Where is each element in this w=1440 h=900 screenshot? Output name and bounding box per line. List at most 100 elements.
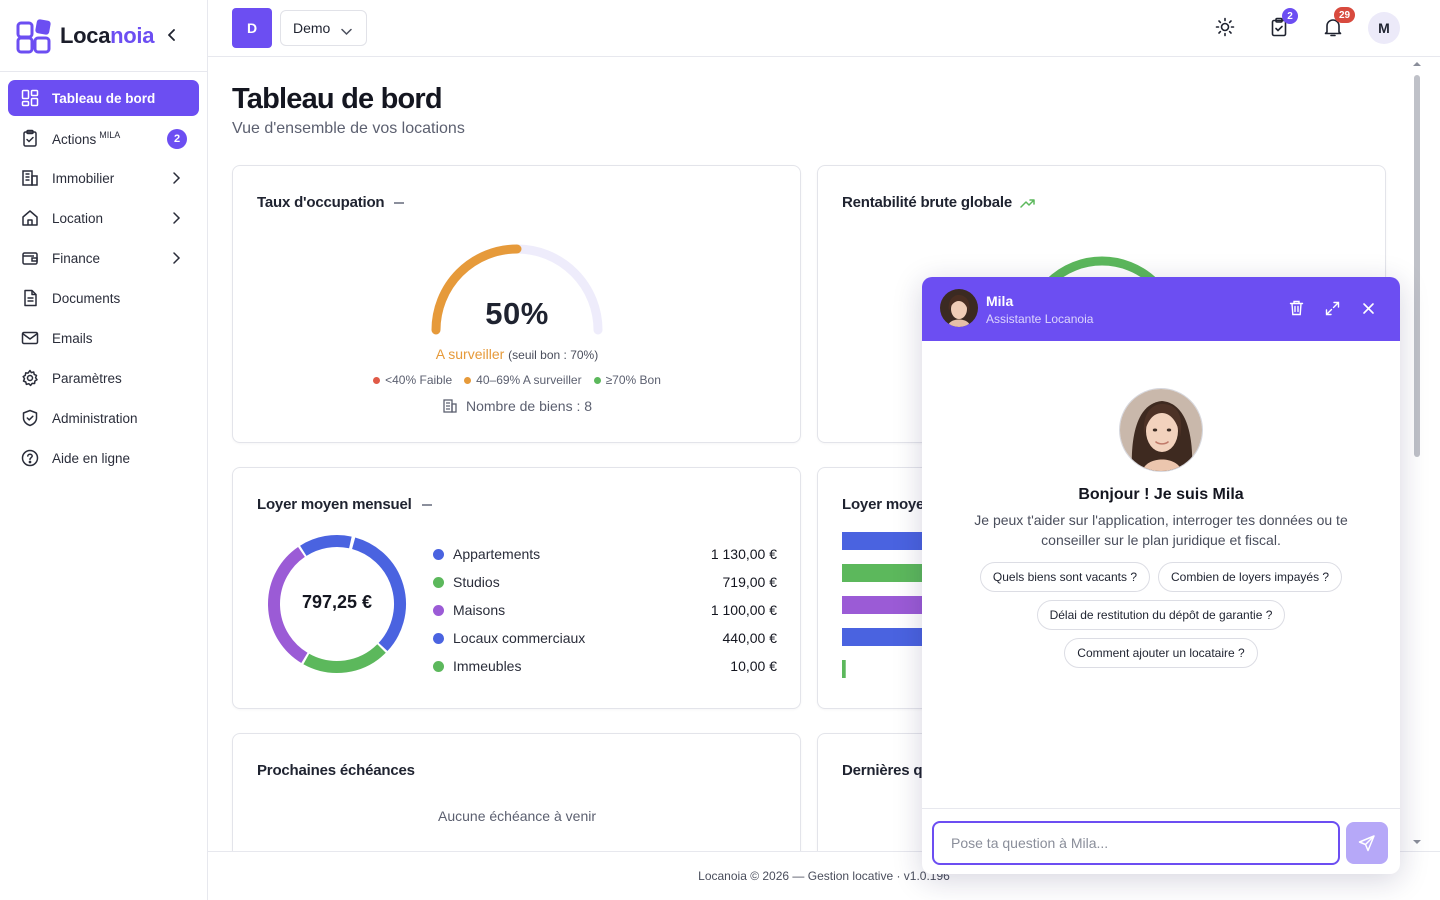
mila-chat-panel: Mila Assistante Locanoia	[922, 277, 1400, 874]
list-item: Appartements 1 130,00 €	[433, 540, 777, 568]
org-avatar[interactable]: D	[232, 8, 272, 48]
legend-dot	[433, 660, 444, 672]
sidebar-item-parametres[interactable]: Paramètres	[8, 360, 199, 396]
sidebar-item-label: Actions MILA	[52, 129, 121, 147]
sidebar-item-label: Immobilier	[52, 170, 115, 186]
sidebar-item-label: Tableau de bord	[52, 90, 156, 106]
mila-superscript: MILA	[99, 129, 121, 140]
donut-slice	[300, 535, 352, 556]
trash-icon[interactable]	[1287, 299, 1305, 317]
sidebar-item-label: Location	[52, 210, 104, 226]
legend-dot	[464, 376, 472, 384]
suggestion-row: Quels biens sont vacants ? Combien de lo…	[922, 562, 1400, 592]
legend-dot	[593, 376, 601, 384]
sidebar-item-tableau-de-bord[interactable]: Tableau de bord	[8, 80, 199, 116]
legend-item: 40–69% A surveiller	[464, 373, 582, 387]
sidebar-item-administration[interactable]: Administration	[8, 400, 199, 436]
user-avatar[interactable]: M	[1368, 12, 1400, 44]
card-title: Taux d'occupation	[257, 194, 405, 211]
sidebar-item-label: Emails	[52, 330, 93, 346]
chat-header: Mila Assistante Locanoia	[922, 277, 1400, 341]
chat-greeting: Bonjour ! Je suis Mila	[1078, 486, 1244, 503]
suggestion-chip[interactable]: Comment ajouter un locataire ?	[1064, 638, 1258, 668]
tasks-badge: 2	[1282, 8, 1298, 24]
list-item: Maisons 1 100,00 €	[433, 596, 777, 624]
avg-rent-value: 797,25 €	[301, 592, 373, 612]
suggestion-row: Comment ajouter un locataire ?	[922, 638, 1400, 668]
dashboard-icon	[20, 88, 40, 108]
trend-flat-icon	[421, 503, 432, 506]
send-icon	[1358, 835, 1375, 852]
sidebar-item-immobilier[interactable]: Immobilier	[8, 160, 199, 196]
footer: Locanoia © 2026 — Gestion locative · v1.…	[208, 851, 1440, 900]
suggestion-chip[interactable]: Quels biens sont vacants ?	[979, 562, 1150, 592]
chevron-right-icon	[169, 251, 183, 265]
gear-icon	[20, 368, 40, 388]
theme-toggle-sun-icon[interactable]	[1214, 16, 1236, 38]
org-selector[interactable]: Demo	[280, 10, 367, 46]
scroll-up-icon[interactable]	[1410, 59, 1424, 69]
legend-dot	[373, 376, 381, 384]
legend-dot	[433, 548, 444, 560]
mail-icon	[20, 328, 40, 348]
sidebar-item-actions[interactable]: Actions MILA 2	[8, 120, 199, 156]
list-item: Studios 719,00 €	[433, 568, 777, 596]
sidebar: Locanoia Tableau de bord Actions MILA 2	[0, 0, 208, 900]
occupancy-status: A surveiller (seuil bon : 70%)	[435, 346, 599, 362]
card-title: Dernières q	[842, 762, 923, 779]
scroll-down-icon[interactable]	[1410, 837, 1424, 847]
sidebar-item-emails[interactable]: Emails	[8, 320, 199, 356]
brand-logo-icon	[16, 18, 52, 54]
legend-dot	[433, 576, 444, 588]
sidebar-nav: Tableau de bord Actions MILA 2 Immobilier	[0, 72, 207, 476]
mila-avatar	[940, 289, 978, 327]
mila-large-avatar	[1119, 388, 1203, 472]
main-scrollbar[interactable]	[1410, 57, 1424, 851]
wallet-icon	[20, 248, 40, 268]
suggestion-chip[interactable]: Combien de loyers impayés ?	[1158, 562, 1343, 592]
legend-dot	[433, 604, 444, 616]
chevron-right-icon	[169, 171, 183, 185]
suggestion-row: Délai de restitution du dépôt de garanti…	[922, 600, 1400, 630]
collapse-sidebar-button[interactable]	[163, 26, 181, 44]
sidebar-item-documents[interactable]: Documents	[8, 280, 199, 316]
donut-slice	[303, 644, 386, 673]
notifications-bell-icon[interactable]	[1322, 16, 1344, 38]
card-title: Loyer moye	[842, 496, 925, 513]
org-selector-value: Demo	[293, 20, 331, 36]
tasks-clipboard-icon[interactable]	[1268, 16, 1290, 38]
upcoming-empty-message: Aucune échéance à venir	[438, 808, 596, 824]
card-title: Loyer moyen mensuel	[257, 496, 432, 513]
donut-slice	[268, 547, 308, 664]
send-button[interactable]	[1346, 822, 1388, 864]
occupancy-value: 50%	[485, 296, 549, 331]
sidebar-item-finance[interactable]: Finance	[8, 240, 199, 276]
page-title: Tableau de bord	[232, 83, 443, 115]
chevron-right-icon	[169, 211, 183, 225]
occupancy-card: Taux d'occupation 50% A surveiller (seui…	[232, 165, 801, 443]
gauge-fill	[431, 244, 522, 335]
sidebar-item-label: Administration	[52, 410, 138, 426]
card-title: Prochaines échéances	[257, 762, 415, 779]
sidebar-item-aide-en-ligne[interactable]: Aide en ligne	[8, 440, 199, 476]
page-subtitle: Vue d'ensemble de vos locations	[232, 120, 465, 137]
actions-count-badge: 2	[167, 129, 187, 149]
suggestion-chip[interactable]: Délai de restitution du dépôt de garanti…	[1036, 600, 1286, 630]
legend-item: <40% Faible	[373, 373, 452, 387]
sidebar-item-location[interactable]: Location	[8, 200, 199, 236]
chat-footer: Pose ta question à Mila...	[922, 808, 1400, 874]
close-icon[interactable]	[1359, 299, 1377, 317]
topbar: D Demo 2 29 M	[208, 0, 1440, 57]
scrollbar-thumb[interactable]	[1414, 75, 1420, 457]
trend-flat-icon	[394, 201, 405, 204]
chat-input[interactable]: Pose ta question à Mila...	[932, 821, 1340, 865]
upcoming-card: Prochaines échéances Aucune échéance à v…	[232, 733, 801, 851]
sidebar-item-label: Documents	[52, 290, 121, 306]
home-icon	[20, 208, 40, 228]
chevron-down-icon	[341, 23, 352, 39]
building-icon	[20, 168, 40, 188]
expand-icon[interactable]	[1323, 299, 1341, 317]
brand[interactable]: Locanoia	[0, 0, 207, 72]
legend-item: ≥70% Bon	[593, 373, 661, 387]
